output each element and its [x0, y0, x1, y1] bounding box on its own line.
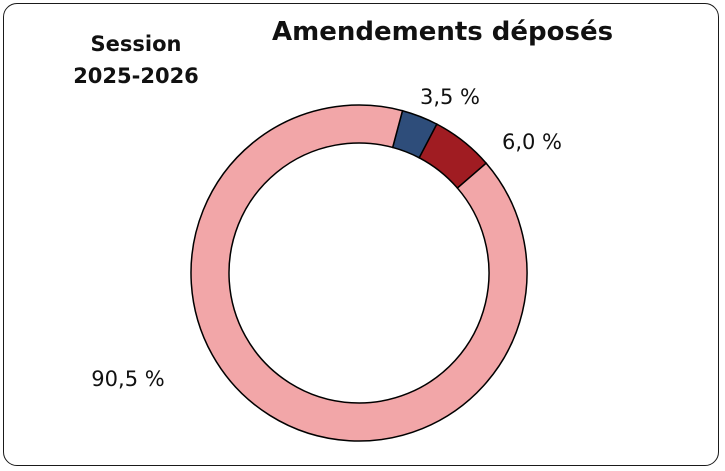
session-label-line-2: 2025-2026: [73, 64, 199, 88]
donut-slice-3: [190, 104, 528, 442]
slice-label-2: 6,0 %: [502, 130, 562, 154]
slice-label-1: 3,5 %: [420, 85, 480, 109]
session-label-line-1: Session: [90, 32, 182, 56]
slice-label-3: 90,5 %: [91, 367, 164, 391]
donut-labels: 3,5 % 6,0 % 90,5 %: [91, 85, 562, 391]
donut-slices: [190, 104, 528, 442]
chart-frame: Session 2025-2026 Amendements déposés: [3, 3, 719, 466]
session-label: Session 2025-2026: [56, 28, 216, 92]
chart-title: Amendements déposés: [272, 17, 614, 47]
